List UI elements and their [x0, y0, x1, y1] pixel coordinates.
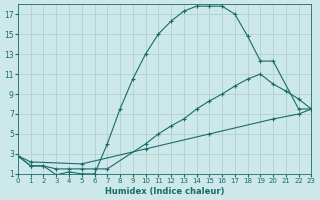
X-axis label: Humidex (Indice chaleur): Humidex (Indice chaleur) — [105, 187, 224, 196]
